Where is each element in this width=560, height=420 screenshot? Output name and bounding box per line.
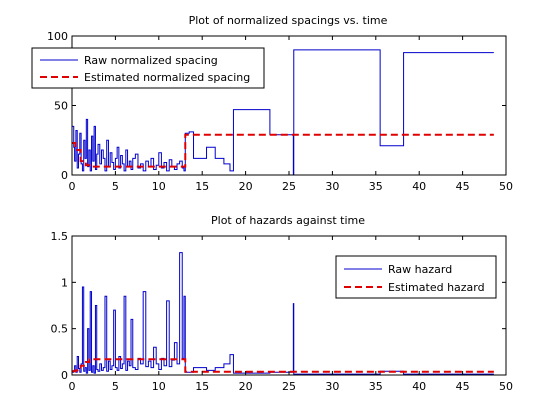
chart-spacings: Plot of normalized spacings vs. time 0 5 1… xyxy=(31,14,513,193)
chart-title: Plot of hazards against time xyxy=(211,214,365,227)
x-tick-label: 15 xyxy=(195,180,209,193)
x-tick-label: 25 xyxy=(282,180,296,193)
y-tick-label: 0 xyxy=(61,369,68,382)
x-tick-label: 45 xyxy=(456,180,470,193)
legend-label-raw-spacing: Raw normalized spacing xyxy=(84,54,218,67)
y-tick-label: 1 xyxy=(61,276,68,289)
y-tick-label: 50 xyxy=(54,100,68,113)
x-tick-label: 5 xyxy=(112,380,119,393)
y-tick-label: 100 xyxy=(47,30,68,43)
legend-box xyxy=(31,47,265,89)
x-tick-label: 45 xyxy=(456,380,470,393)
x-tick-label: 30 xyxy=(325,180,339,193)
legend-label-estimated-spacing: Estimated normalized spacing xyxy=(84,71,250,84)
x-tick-label: 50 xyxy=(499,180,513,193)
x-tick-label: 10 xyxy=(152,380,166,393)
legend: Raw normalized spacing Estimated normali… xyxy=(31,47,265,89)
chart-hazards: Plot of hazards against time 0 5 10 15 20 25 3… xyxy=(51,214,514,393)
y-tick-label: 0.5 xyxy=(51,323,69,336)
y-tick-label: 1.5 xyxy=(51,230,69,243)
series-line-estimated xyxy=(72,358,494,373)
x-tick-label: 0 xyxy=(69,380,76,393)
y-tick-label: 0 xyxy=(61,169,68,182)
x-tick-label: 20 xyxy=(239,180,253,193)
legend-label-estimated-hazard: Estimated hazard xyxy=(388,281,485,294)
chart-title: Plot of normalized spacings vs. time xyxy=(189,14,388,27)
legend: Raw hazard Estimated hazard xyxy=(335,255,497,299)
x-tick-label: 0 xyxy=(69,180,76,193)
legend-box xyxy=(335,255,497,299)
x-tick-label: 10 xyxy=(152,180,166,193)
x-tick-label: 15 xyxy=(195,380,209,393)
x-tick-label: 5 xyxy=(112,180,119,193)
x-tick-label: 20 xyxy=(239,380,253,393)
legend-label-raw-hazard: Raw hazard xyxy=(388,263,452,276)
x-tick-label: 35 xyxy=(369,180,383,193)
x-tick-label: 50 xyxy=(499,380,513,393)
x-tick-label: 30 xyxy=(325,380,339,393)
x-tick-label: 40 xyxy=(412,380,426,393)
series-line-estimated xyxy=(72,133,494,168)
series-layer xyxy=(72,252,494,375)
ticks: 0 5 10 15 20 25 30 35 40 45 50 0 0.5 1 1.5 xyxy=(51,230,514,393)
x-tick-label: 40 xyxy=(412,180,426,193)
series-layer xyxy=(72,49,494,175)
x-tick-label: 35 xyxy=(369,380,383,393)
series-line-raw xyxy=(72,252,494,375)
ticks: 0 5 10 15 20 25 30 35 40 45 50 0 50 100 xyxy=(47,30,513,193)
x-tick-label: 25 xyxy=(282,380,296,393)
